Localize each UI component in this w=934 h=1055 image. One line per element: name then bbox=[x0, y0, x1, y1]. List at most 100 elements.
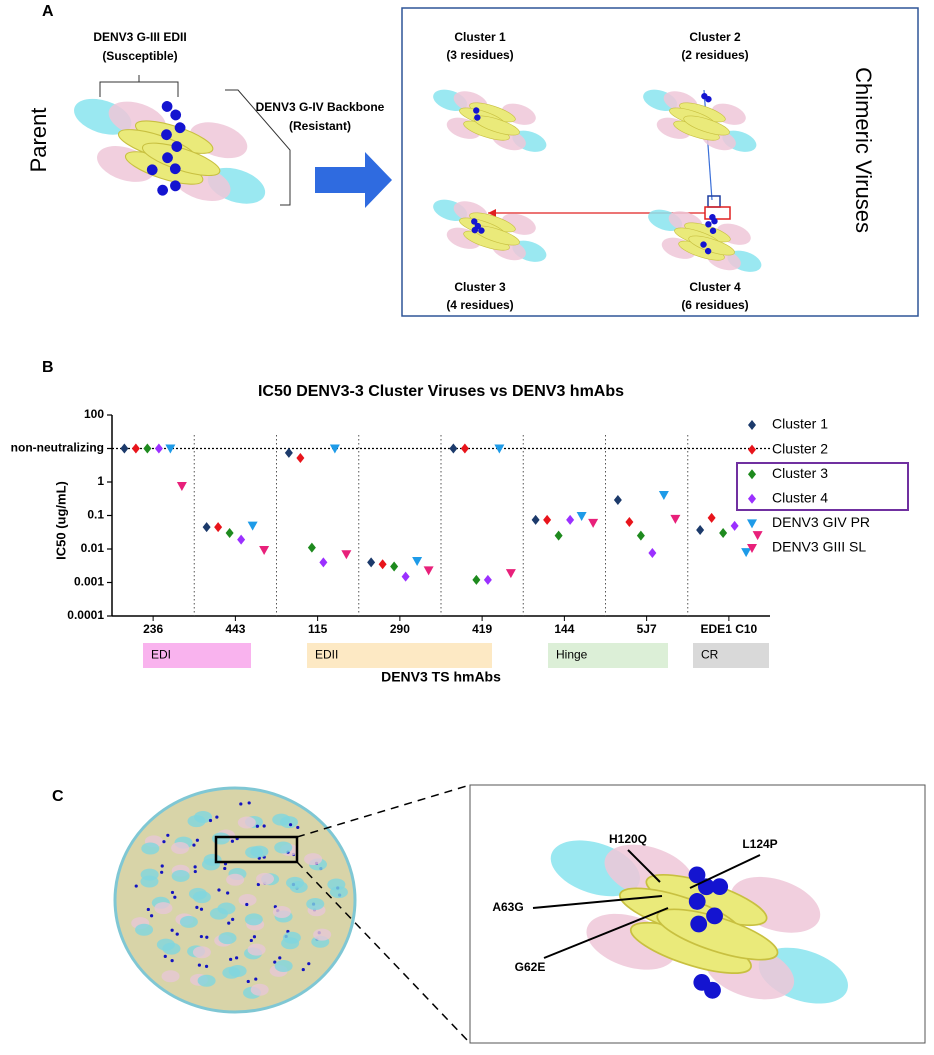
residue bbox=[195, 905, 199, 909]
point bbox=[648, 547, 657, 558]
residue bbox=[245, 902, 249, 907]
point bbox=[247, 521, 258, 531]
legend-marker bbox=[748, 444, 756, 455]
zoom-box bbox=[214, 835, 299, 864]
residue bbox=[711, 878, 729, 896]
domain-bar bbox=[143, 643, 251, 668]
surface-patch bbox=[211, 832, 230, 845]
residue bbox=[239, 802, 243, 806]
residue bbox=[704, 247, 712, 255]
surface-patch bbox=[256, 872, 275, 885]
point bbox=[202, 522, 211, 533]
point bbox=[707, 512, 716, 523]
residue bbox=[226, 891, 230, 895]
surface-patch bbox=[237, 816, 256, 829]
x-tick-label: 144 bbox=[554, 622, 574, 636]
residue bbox=[175, 932, 179, 936]
surface-patch bbox=[140, 875, 159, 888]
cluster-residues: (6 residues) bbox=[681, 298, 748, 312]
mutation-label: H120Q bbox=[609, 832, 647, 846]
residue bbox=[217, 888, 221, 892]
panel-label: B bbox=[42, 359, 54, 376]
domain-bar bbox=[548, 643, 668, 668]
residue bbox=[161, 129, 172, 141]
x-tick-label: 5J7 bbox=[637, 622, 657, 636]
point bbox=[307, 542, 316, 553]
residue bbox=[174, 122, 186, 134]
surface-patch bbox=[154, 902, 173, 915]
residue bbox=[134, 884, 138, 888]
surface-patch bbox=[313, 928, 332, 941]
domain bbox=[683, 115, 730, 136]
cluster-name: Cluster 4 bbox=[689, 280, 741, 294]
protein-structure bbox=[433, 89, 547, 152]
pointer bbox=[689, 854, 761, 889]
surface-patch bbox=[192, 891, 211, 904]
protein-structure bbox=[74, 98, 266, 204]
surface-patch bbox=[162, 942, 181, 955]
x-tick-label: 290 bbox=[390, 622, 410, 636]
residue bbox=[288, 823, 293, 827]
surface-patch bbox=[201, 858, 220, 871]
residue bbox=[307, 962, 311, 966]
residue bbox=[688, 866, 706, 884]
residue bbox=[160, 870, 164, 874]
residue bbox=[247, 801, 251, 805]
residue bbox=[195, 838, 199, 842]
residue bbox=[704, 981, 721, 999]
residue bbox=[255, 824, 260, 828]
panel-label: C bbox=[52, 788, 64, 805]
pointer bbox=[532, 895, 663, 909]
annotation: DENV3 G-III EDII bbox=[93, 30, 186, 44]
domain-label: CR bbox=[701, 648, 719, 662]
residue bbox=[273, 960, 277, 964]
y-tick-label: 0.1 bbox=[87, 508, 104, 522]
residue bbox=[705, 221, 712, 228]
legend-label: Cluster 1 bbox=[772, 416, 828, 432]
cluster-residues: (2 residues) bbox=[681, 48, 748, 62]
x-tick-label: EDE1 C10 bbox=[701, 622, 758, 636]
x-tick-label: 236 bbox=[143, 622, 163, 636]
surface-patch bbox=[272, 813, 291, 826]
point bbox=[543, 514, 552, 525]
mutation-label: G62E bbox=[515, 960, 546, 974]
residue bbox=[706, 907, 723, 925]
domain-label: EDII bbox=[315, 648, 338, 662]
residue bbox=[157, 184, 169, 196]
annotation: (Susceptible) bbox=[102, 49, 177, 63]
point bbox=[214, 522, 223, 533]
cluster-residues: (4 residues) bbox=[446, 298, 513, 312]
residue bbox=[688, 893, 706, 910]
y-tick-label: non-neutralizing bbox=[11, 441, 104, 455]
annotation: (Resistant) bbox=[289, 119, 351, 133]
point bbox=[554, 530, 563, 541]
residue bbox=[471, 226, 479, 234]
surface-patch bbox=[179, 915, 198, 928]
point bbox=[165, 444, 176, 454]
point bbox=[719, 528, 728, 539]
surface-patch bbox=[171, 841, 190, 854]
residue bbox=[215, 815, 219, 819]
domain-label: Hinge bbox=[556, 648, 588, 662]
point bbox=[120, 443, 129, 454]
annotation: DENV3 G-IV Backbone bbox=[256, 100, 385, 114]
point bbox=[390, 561, 399, 572]
surface-patch bbox=[304, 853, 323, 866]
point bbox=[367, 557, 376, 568]
point bbox=[296, 453, 305, 464]
pointer bbox=[627, 849, 661, 883]
residue bbox=[230, 839, 235, 843]
protein-structure bbox=[643, 89, 757, 152]
point bbox=[412, 556, 423, 566]
point bbox=[378, 559, 387, 570]
residue bbox=[705, 95, 712, 103]
surface-patch bbox=[141, 842, 160, 855]
residue bbox=[199, 907, 204, 911]
surface-patch bbox=[217, 902, 236, 915]
point bbox=[588, 518, 599, 528]
point bbox=[176, 481, 187, 491]
point bbox=[460, 443, 469, 454]
residue bbox=[197, 963, 201, 967]
panel-label: A bbox=[42, 3, 54, 20]
